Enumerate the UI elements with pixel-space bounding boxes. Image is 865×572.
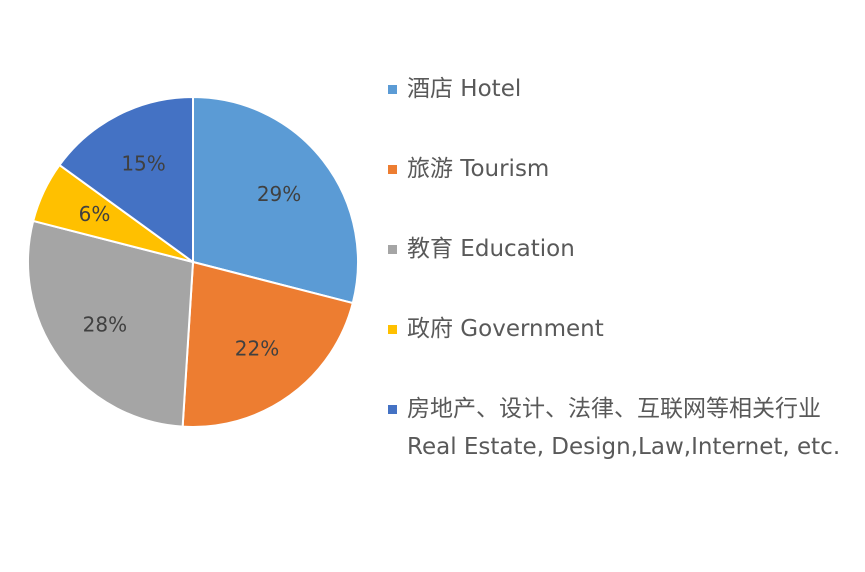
legend-item: 教育 Education: [388, 230, 858, 268]
legend: 酒店 Hotel 旅游 Tourism 教育 Education 政府 Governm…: [388, 70, 858, 508]
legend-item: 旅游 Tourism: [388, 150, 858, 188]
data-label: 29%: [257, 182, 301, 206]
legend-label: 教育 Education: [407, 236, 575, 262]
pie-slice: [27, 219, 195, 428]
legend-swatch: [388, 245, 397, 254]
legend-swatch: [388, 325, 397, 334]
legend-swatch: [388, 85, 397, 94]
legend-label: 政府 Government: [407, 316, 604, 342]
legend-swatch: [388, 405, 397, 414]
legend-label: 旅游 Tourism: [407, 156, 550, 182]
data-label: 22%: [235, 337, 279, 361]
pie-slice: [181, 260, 355, 428]
data-label: 6%: [79, 202, 111, 226]
data-label: 28%: [83, 313, 127, 337]
legend-swatch: [388, 165, 397, 174]
legend-label: 房地产、设计、法律、互联网等相关行业 Real Estate, Design,L…: [407, 396, 841, 460]
legend-item: 酒店 Hotel: [388, 70, 858, 108]
legend-item: 政府 Government: [388, 310, 858, 348]
legend-item: 房地产、设计、法律、互联网等相关行业 Real Estate, Design,L…: [388, 390, 858, 466]
pie-slice: [58, 95, 194, 264]
pie-slice: [192, 95, 359, 305]
legend-label: 酒店 Hotel: [407, 76, 522, 102]
data-label: 15%: [121, 151, 165, 175]
